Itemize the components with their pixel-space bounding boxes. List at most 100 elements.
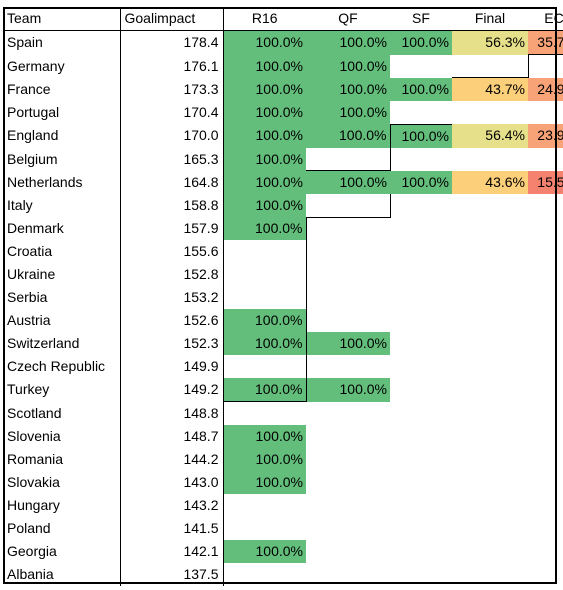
r16-cell: 100.0% (223, 194, 306, 217)
sf-cell (390, 402, 452, 425)
ec-cell (528, 240, 563, 263)
qf-cell (306, 147, 390, 171)
qf-cell (306, 240, 390, 263)
team-cell: Georgia (3, 539, 121, 563)
goalimpact-cell: 152.3 (120, 332, 224, 355)
goalimpact-cell: 148.8 (120, 401, 224, 425)
final-cell: 43.6% (452, 170, 528, 194)
table-row: Ukraine 152.8 (3, 263, 563, 286)
table-row: Czech Republic 149.9 (3, 355, 563, 378)
r16-cell: 100.0% (223, 470, 306, 494)
ec-cell (528, 402, 563, 425)
sf-cell: 100.0% (390, 30, 452, 55)
header-ec: EC (528, 7, 563, 31)
final-cell (452, 448, 528, 471)
goalimpact-cell: 164.8 (120, 170, 224, 194)
final-cell (452, 540, 528, 563)
final-cell (452, 194, 528, 217)
final-cell: 56.4% (452, 124, 528, 148)
ec-cell (528, 471, 563, 494)
ec-cell (528, 494, 563, 517)
qf-cell (306, 517, 390, 540)
team-cell: Croatia (3, 240, 121, 263)
table-row: Portugal 170.4 100.0% 100.0% (3, 101, 563, 125)
team-cell: Austria (3, 309, 121, 332)
qf-cell (306, 448, 390, 471)
goalimpact-cell: 157.9 (120, 217, 224, 240)
r16-cell (223, 563, 306, 586)
table-row: Scotland 148.8 (3, 401, 563, 425)
final-cell (452, 494, 528, 517)
team-cell: Ukraine (3, 263, 121, 286)
final-cell (452, 517, 528, 540)
qf-cell (306, 494, 390, 517)
final-cell (452, 378, 528, 402)
table-row: England 170.0 100.0% 100.0% 100.0% 56.4%… (3, 124, 563, 148)
header-final: Final (452, 7, 528, 31)
qf-cell (306, 263, 390, 286)
final-cell: 43.7% (452, 77, 528, 101)
header-qf: QF (306, 7, 390, 31)
goalimpact-cell: 143.0 (120, 470, 224, 494)
goalimpact-cell: 165.3 (120, 147, 224, 171)
final-cell (452, 286, 528, 309)
header-r16: R16 (223, 7, 306, 31)
table-row: Georgia 142.1 100.0% (3, 539, 563, 563)
ec-cell: 24.9% (528, 77, 563, 101)
r16-cell (223, 355, 307, 378)
goalimpact-cell: 155.6 (120, 240, 224, 263)
table-row: Slovakia 143.0 100.0% (3, 470, 563, 494)
sf-cell (390, 332, 452, 355)
ec-cell (528, 332, 563, 355)
qf-cell (306, 563, 390, 586)
sf-cell (390, 217, 452, 240)
qf-cell (306, 540, 390, 563)
team-cell: Portugal (3, 101, 121, 124)
goalimpact-cell: 152.6 (120, 309, 224, 332)
qf-cell (306, 194, 391, 218)
r16-cell: 100.0% (223, 77, 306, 101)
r16-cell: 100.0% (223, 54, 306, 78)
sf-cell (390, 355, 452, 378)
final-cell (452, 263, 528, 286)
sf-cell (390, 378, 452, 402)
goalimpact-cell: 170.0 (120, 124, 224, 148)
r16-cell: 100.0% (223, 30, 306, 55)
table-row: France 173.3 100.0% 100.0% 100.0% 43.7% … (3, 77, 563, 101)
r16-cell (223, 263, 307, 286)
ec-cell: 15.5% (528, 170, 563, 194)
final-cell (452, 563, 528, 586)
qf-cell (306, 355, 390, 378)
final-cell (452, 332, 528, 355)
team-cell: Slovakia (3, 470, 121, 494)
r16-cell: 100.0% (223, 332, 307, 355)
qf-cell (306, 286, 390, 309)
final-cell (452, 54, 529, 78)
team-cell: Serbia (3, 286, 121, 309)
goalimpact-cell: 170.4 (120, 101, 224, 124)
table-row: Spain 178.4 100.0% 100.0% 100.0% 56.3% 3… (3, 30, 563, 55)
ec-cell (528, 517, 563, 540)
table-row: Croatia 155.6 (3, 240, 563, 263)
sf-cell (390, 540, 452, 563)
qf-cell: 100.0% (306, 332, 390, 355)
table-row: Denmark 157.9 100.0% (3, 217, 563, 240)
goalimpact-cell: 137.5 (120, 562, 224, 586)
ec-cell (528, 563, 563, 586)
r16-cell: 100.0% (223, 147, 306, 171)
goalimpact-cell: 153.2 (120, 286, 224, 309)
team-cell: Italy (3, 194, 121, 217)
r16-cell (223, 494, 306, 517)
final-cell (452, 309, 528, 332)
sf-cell (390, 471, 452, 494)
table-row: Serbia 153.2 (3, 286, 563, 309)
final-cell (452, 148, 528, 171)
final-cell (452, 217, 528, 240)
r16-cell: 100.0% (223, 424, 306, 448)
team-cell: Switzerland (3, 332, 121, 355)
team-cell: Slovenia (3, 424, 121, 448)
table-row: Turkey 149.2 100.0% 100.0% (3, 378, 563, 402)
r16-cell (223, 286, 307, 309)
qf-cell: 100.0% (306, 54, 390, 78)
qf-cell: 100.0% (306, 124, 390, 148)
